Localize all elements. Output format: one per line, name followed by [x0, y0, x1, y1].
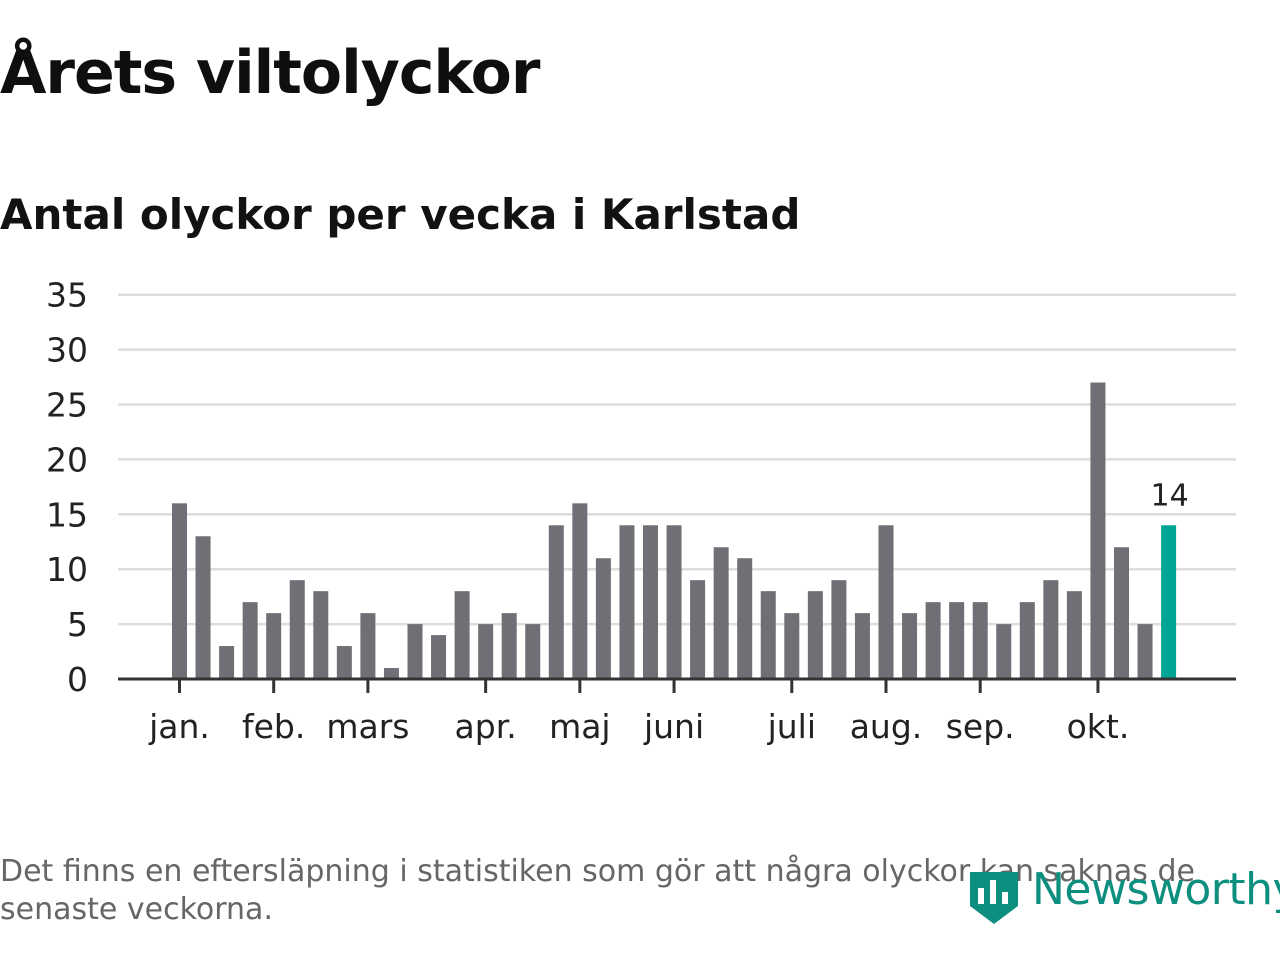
chart-title: Årets viltolyckor [0, 38, 540, 108]
bar [266, 613, 282, 679]
bar [1114, 547, 1129, 679]
bar-chart-shield-icon [970, 872, 1018, 924]
bar [383, 668, 399, 679]
x-tick-label: okt. [1067, 707, 1130, 746]
bar [737, 558, 753, 679]
bar [360, 613, 376, 679]
bar [949, 602, 965, 679]
bar [972, 602, 988, 679]
bar [690, 580, 706, 679]
bar [525, 624, 541, 679]
bar [1137, 624, 1153, 679]
y-tick-label: 20 [46, 440, 88, 479]
y-tick-label: 30 [46, 331, 88, 370]
grid-layer [118, 293, 1236, 626]
bar [195, 536, 211, 679]
bar [784, 613, 800, 679]
bar [854, 613, 870, 679]
bar [336, 646, 352, 679]
bar [925, 602, 941, 679]
bar [172, 503, 187, 679]
bar [1090, 382, 1106, 679]
bar-highlight [1161, 525, 1177, 679]
bar [1043, 580, 1059, 679]
bar [619, 525, 635, 679]
y-tick-label: 10 [46, 550, 88, 589]
x-tick-label: juli [767, 707, 816, 746]
x-tick-label: feb. [242, 707, 305, 746]
bar [313, 591, 329, 679]
y-tick-label: 35 [46, 276, 88, 315]
x-tick-label: apr. [455, 707, 517, 746]
x-tick-label: aug. [850, 707, 923, 746]
bar [219, 646, 235, 679]
bar [878, 525, 894, 679]
bar [548, 525, 564, 679]
y-tick-label: 15 [46, 495, 88, 534]
x-tick-label: mars [326, 707, 409, 746]
chart-subtitle: Antal olyckor per vecka i Karlstad [0, 190, 801, 239]
x-tick-label: jan. [148, 707, 210, 746]
data-label-highlight: 14 [1151, 478, 1189, 513]
logo-text: Newsworthy [1032, 864, 1280, 915]
bar [643, 525, 658, 679]
axis-layer: 0 5 10 15 20 25 30 35 14 jan. feb. mars apr. maj juni j… [46, 276, 1236, 746]
bar [289, 580, 305, 679]
bar [501, 613, 517, 679]
bar [996, 624, 1012, 679]
bar [572, 503, 588, 679]
y-tick-label: 0 [67, 660, 88, 699]
newsworthy-logo: Newsworthy [962, 862, 1280, 928]
x-tick-label: maj [549, 707, 611, 746]
y-tick-label: 5 [67, 605, 88, 644]
bar [831, 580, 847, 679]
bar [242, 602, 258, 679]
bar [595, 558, 611, 679]
x-tick-label: juni [643, 707, 704, 746]
bar [1066, 591, 1082, 679]
bar [478, 624, 494, 679]
bar-chart: 0 5 10 15 20 25 30 35 14 jan. feb. mars apr. maj juni j… [46, 276, 1236, 746]
bar [1019, 602, 1035, 679]
bar [407, 624, 423, 679]
bar-layer [172, 382, 1177, 679]
bar [902, 613, 918, 679]
y-tick-label: 25 [46, 386, 88, 425]
bar [807, 591, 823, 679]
bar [454, 591, 470, 679]
x-tick-label: sep. [946, 707, 1015, 746]
bar [431, 635, 447, 679]
bar [760, 591, 776, 679]
bar [713, 547, 729, 679]
bar [666, 525, 682, 679]
